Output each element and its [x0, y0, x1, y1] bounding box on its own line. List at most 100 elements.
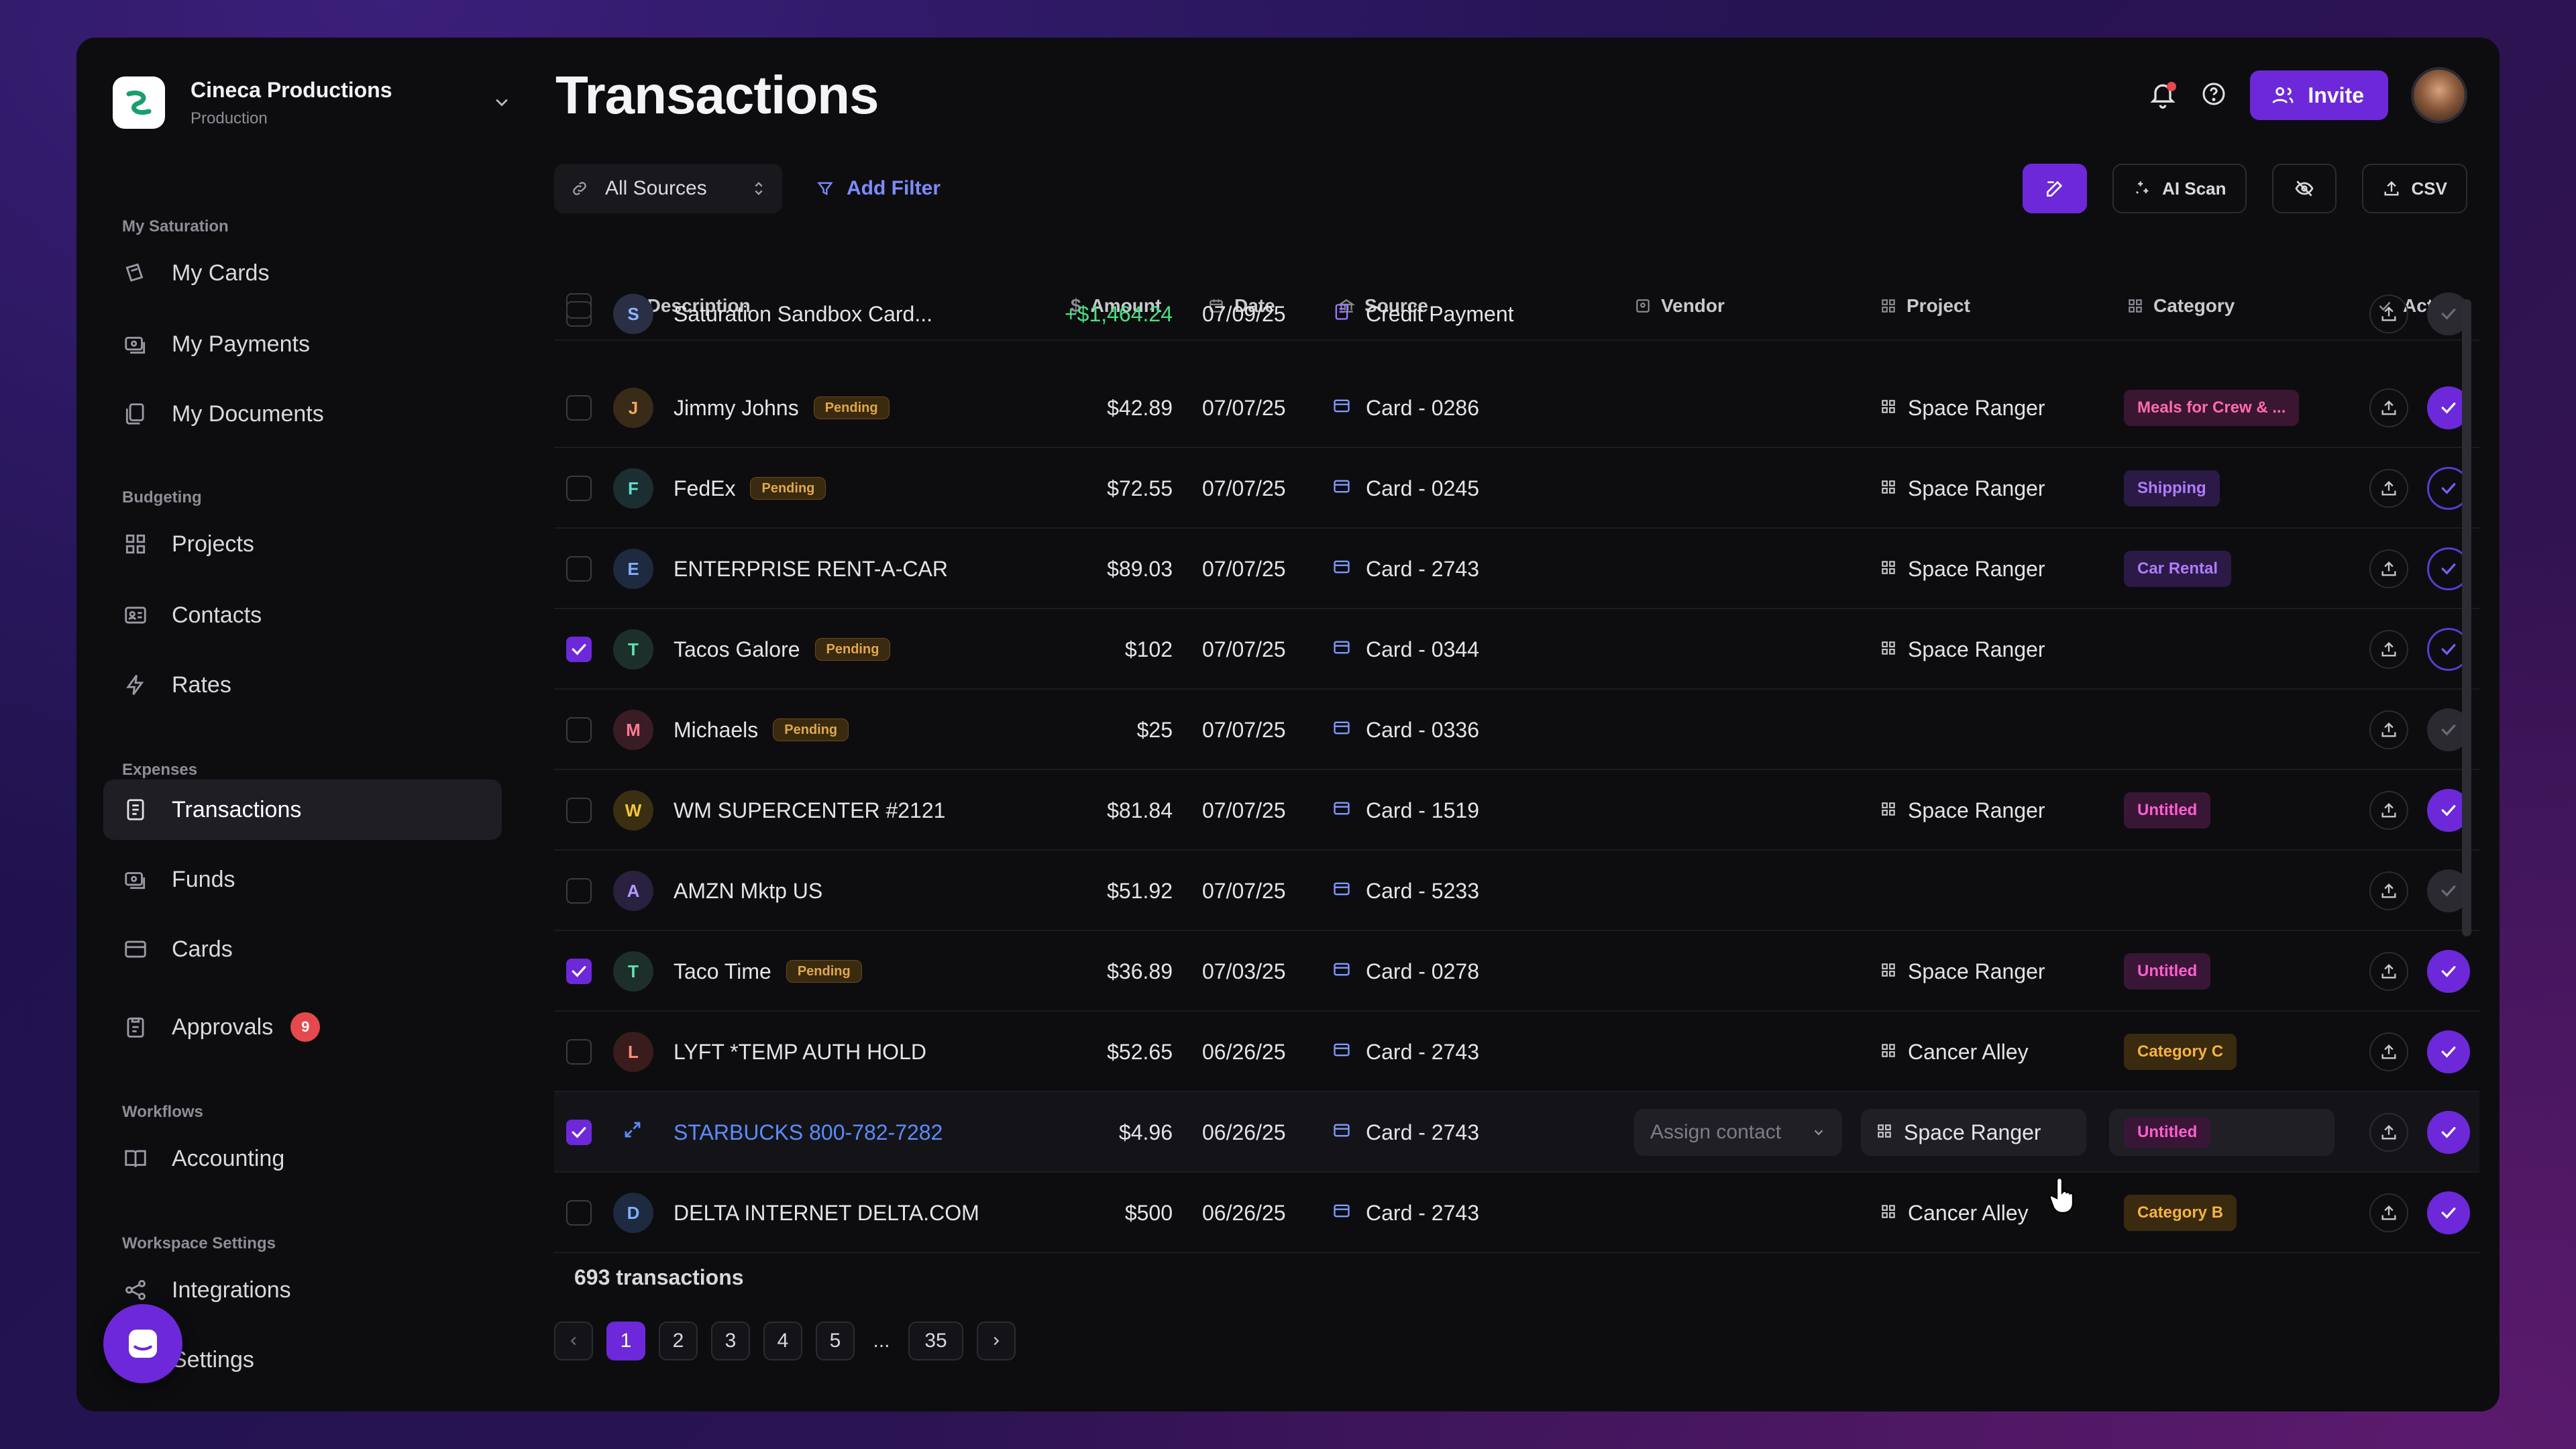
sidebar-item-approvals[interactable]: Approvals 9: [103, 997, 502, 1057]
page-button[interactable]: 35: [908, 1322, 963, 1360]
upload-receipt-button[interactable]: [2369, 1113, 2408, 1152]
edit-button[interactable]: [2023, 164, 2088, 213]
row-project[interactable]: Space Ranger: [1908, 637, 2045, 661]
scrollbar[interactable]: [2462, 299, 2471, 936]
help-icon[interactable]: [2200, 80, 2227, 111]
upload-receipt-button[interactable]: [2369, 469, 2408, 508]
category-badge[interactable]: Category B: [2124, 1195, 2237, 1231]
category-badge[interactable]: Meals for Crew & ...: [2124, 390, 2300, 426]
row-checkbox[interactable]: [566, 1039, 592, 1065]
ai-scan-button[interactable]: AI Scan: [2112, 164, 2247, 213]
avatar[interactable]: [2411, 67, 2467, 123]
row-checkbox[interactable]: [566, 1120, 592, 1145]
table-row[interactable]: A AMZN Mktp US $51.92 07/07/25 Card - 5233: [554, 851, 2479, 931]
sidebar-item-projects[interactable]: Projects: [103, 514, 502, 574]
approve-button[interactable]: [2427, 1111, 2470, 1154]
col-date[interactable]: Date: [1234, 295, 1275, 316]
upload-receipt-button[interactable]: [2369, 791, 2408, 830]
row-project[interactable]: Space Ranger: [1908, 798, 2045, 822]
category-badge[interactable]: Untitled: [2124, 953, 2211, 989]
org-switcher[interactable]: Cineca Productions Production: [113, 76, 515, 129]
col-source[interactable]: Source: [1364, 295, 1428, 316]
sidebar-item-accounting[interactable]: Accounting: [103, 1128, 502, 1189]
row-checkbox[interactable]: [566, 476, 592, 501]
csv-export-button[interactable]: CSV: [2361, 164, 2467, 213]
table-row[interactable]: STARBUCKS 800-782-7282 $4.96 06/26/25 Card …: [554, 1092, 2479, 1173]
table-row[interactable]: F FedEx Pending $72.55 07/07/25 Card - 0245 Sp…: [554, 448, 2479, 529]
next-page-button[interactable]: [977, 1322, 1016, 1360]
sidebar-item-my-cards[interactable]: My Cards: [103, 243, 502, 303]
row-project[interactable]: Space Ranger: [1908, 476, 2045, 500]
sidebar-item-my-documents[interactable]: My Documents: [103, 384, 502, 444]
chat-launcher-button[interactable]: [103, 1304, 182, 1383]
table-row[interactable]: S Saturation Sandbox Card... +$1,464.24 07/…: [554, 287, 2479, 341]
row-checkbox[interactable]: [566, 798, 592, 823]
table-row[interactable]: D DELTA INTERNET DELTA.COM $500 06/26/25 Car…: [554, 1173, 2479, 1253]
sidebar-item-settings[interactable]: Settings: [103, 1330, 502, 1390]
row-project[interactable]: Cancer Alley: [1908, 1039, 2029, 1064]
prev-page-button[interactable]: [554, 1322, 593, 1360]
row-checkbox[interactable]: [566, 556, 592, 582]
approve-button[interactable]: [2427, 1191, 2470, 1234]
sidebar-item-my-payments[interactable]: My Payments: [103, 314, 502, 374]
page-button[interactable]: 2: [659, 1322, 698, 1360]
row-checkbox[interactable]: [566, 878, 592, 904]
sidebar-item-contacts[interactable]: Contacts: [103, 585, 502, 645]
col-category[interactable]: Category: [2153, 295, 2235, 316]
invite-button[interactable]: Invite: [2250, 70, 2388, 120]
row-project[interactable]: Space Ranger: [1908, 556, 2045, 581]
sidebar-item-cards[interactable]: Cards: [103, 919, 502, 979]
col-description[interactable]: Description: [647, 295, 751, 316]
upload-receipt-button[interactable]: [2369, 388, 2408, 427]
row-project[interactable]: Space Ranger: [1908, 395, 2045, 420]
hide-button[interactable]: [2271, 164, 2337, 213]
row-checkbox[interactable]: [566, 959, 592, 984]
row-checkbox[interactable]: [566, 395, 592, 421]
row-description[interactable]: Saturation Sandbox Card...: [674, 301, 933, 326]
table-row[interactable]: T Taco Time Pending $36.89 07/03/25 Card - 02…: [554, 931, 2479, 1012]
assign-contact-select[interactable]: Assign contact: [1634, 1109, 1842, 1156]
row-description[interactable]: STARBUCKS 800-782-7282: [674, 1120, 943, 1144]
source-select[interactable]: All Sources: [554, 164, 782, 213]
col-amount[interactable]: Amount: [1090, 295, 1162, 316]
bell-icon[interactable]: [2148, 80, 2178, 110]
row-description[interactable]: ENTERPRISE RENT-A-CAR: [674, 556, 948, 581]
category-select[interactable]: Untitled: [2109, 1109, 2334, 1156]
row-description[interactable]: DELTA INTERNET DELTA.COM: [674, 1200, 979, 1225]
table-row[interactable]: M Michaels Pending $25 07/07/25 Card - 0336: [554, 690, 2479, 770]
sidebar-item-funds[interactable]: Funds: [103, 849, 502, 910]
row-project[interactable]: Space Ranger: [1908, 959, 2045, 983]
row-checkbox[interactable]: [566, 637, 592, 662]
upload-receipt-button[interactable]: [2369, 294, 2408, 333]
col-vendor[interactable]: Vendor: [1661, 295, 1725, 316]
row-checkbox[interactable]: [566, 301, 592, 327]
category-badge[interactable]: Untitled: [2124, 792, 2211, 828]
table-row[interactable]: E ENTERPRISE RENT-A-CAR $89.03 07/07/25 Card…: [554, 529, 2479, 609]
row-description[interactable]: LYFT *TEMP AUTH HOLD: [674, 1039, 926, 1064]
upload-receipt-button[interactable]: [2369, 1193, 2408, 1232]
add-filter-button[interactable]: Add Filter: [816, 177, 941, 200]
row-description[interactable]: Michaels: [674, 717, 759, 742]
upload-receipt-button[interactable]: [2369, 710, 2408, 749]
row-description[interactable]: AMZN Mktp US: [674, 878, 823, 903]
upload-receipt-button[interactable]: [2369, 549, 2408, 588]
row-project[interactable]: Cancer Alley: [1908, 1200, 2029, 1225]
project-select[interactable]: Space Ranger: [1861, 1109, 2086, 1156]
approve-button[interactable]: [2427, 1030, 2470, 1073]
row-description[interactable]: Tacos Galore: [674, 637, 800, 661]
category-badge[interactable]: Shipping: [2124, 470, 2220, 506]
table-row[interactable]: W WM SUPERCENTER #2121 $81.84 07/07/25 Card …: [554, 770, 2479, 851]
table-row[interactable]: L LYFT *TEMP AUTH HOLD $52.65 06/26/25 Card …: [554, 1012, 2479, 1092]
row-description[interactable]: Taco Time: [674, 959, 771, 983]
table-row[interactable]: J Jimmy Johns Pending $42.89 07/07/25 Card - …: [554, 368, 2479, 448]
col-project[interactable]: Project: [1907, 295, 1970, 316]
sidebar-item-rates[interactable]: Rates: [103, 655, 502, 715]
approve-button[interactable]: [2427, 950, 2470, 993]
row-description[interactable]: WM SUPERCENTER #2121: [674, 798, 946, 822]
page-button[interactable]: 1: [606, 1322, 645, 1360]
row-description[interactable]: FedEx: [674, 476, 736, 500]
category-badge[interactable]: Category C: [2124, 1034, 2237, 1070]
upload-receipt-button[interactable]: [2369, 630, 2408, 669]
row-checkbox[interactable]: [566, 1200, 592, 1226]
upload-receipt-button[interactable]: [2369, 952, 2408, 991]
